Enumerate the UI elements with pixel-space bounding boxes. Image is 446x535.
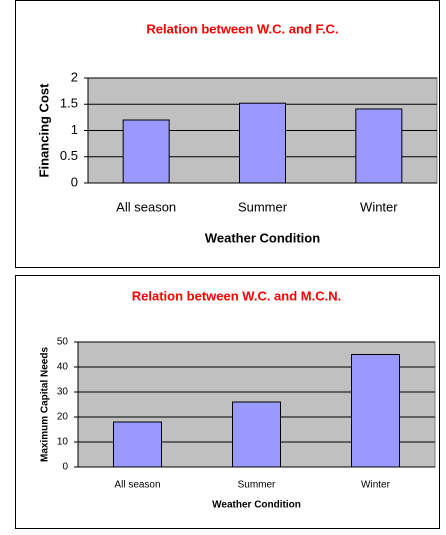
bar [239,102,286,184]
chart-title: Relation between W.C. and M.C.N. [132,288,341,303]
y-tick-label: 30 [57,387,69,398]
y-tick-label: 1 [71,122,78,137]
chart-title: Relation between W.C. and F.C. [146,21,338,36]
x-axis-label: Weather Condition [212,500,301,511]
y-tick-label: 50 [57,337,69,348]
y-axis-label: Maximum Capital Needs [40,347,51,462]
y-tick-label: 10 [57,437,69,448]
y-tick-label: 0 [62,462,68,473]
bar [232,401,281,468]
x-tick-label: Summer [238,199,288,214]
x-tick-label: All season [114,480,160,491]
y-tick-label: 0 [71,174,78,189]
y-tick-label: 0.5 [60,148,78,163]
bar [122,119,170,184]
y-tick-label: 20 [57,412,69,423]
y-tick-label: 1.5 [60,96,78,111]
bar [355,108,403,184]
y-axis-label: Financing Cost [36,83,51,178]
y-tick-label: 40 [57,362,69,373]
x-tick-label: Winter [361,480,391,491]
bar [351,354,400,468]
x-tick-label: Winter [360,199,398,214]
x-tick-label: All season [116,199,176,214]
bar [113,421,162,468]
x-tick-label: Summer [238,480,276,491]
x-axis-label: Weather Condition [205,230,320,245]
y-tick-label: 2 [71,69,78,84]
